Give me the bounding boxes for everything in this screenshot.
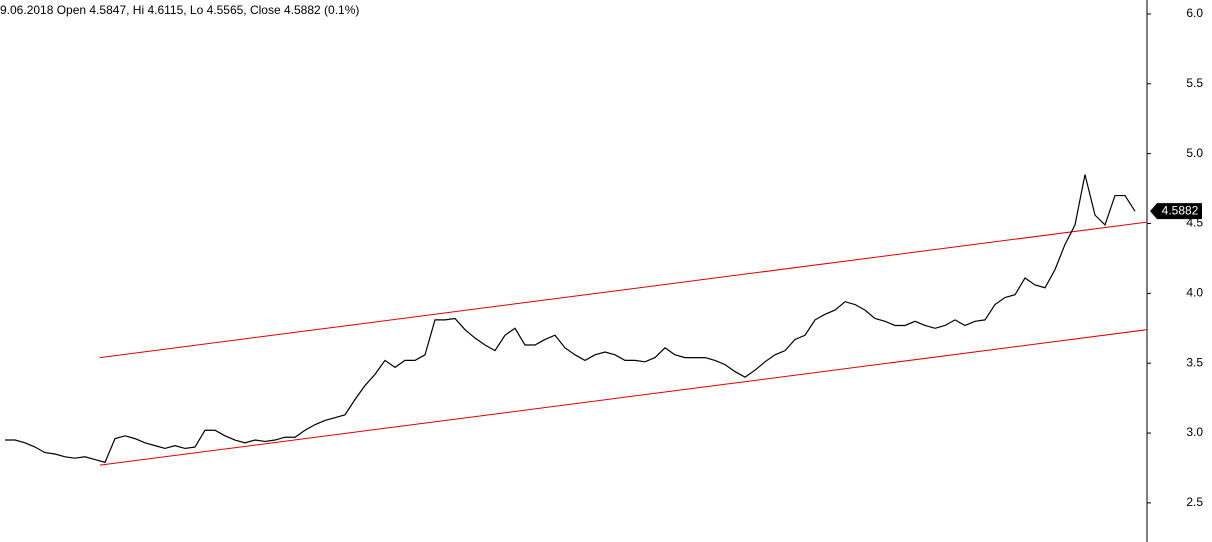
y-tick-label: 5.0 — [1186, 146, 1203, 160]
trend-line — [99, 221, 1148, 359]
y-tick-label: 2.5 — [1186, 495, 1203, 509]
y-tick-label: 6.0 — [1186, 6, 1203, 20]
y-tick-label: 3.5 — [1186, 355, 1203, 369]
price-line — [5, 174, 1136, 464]
last-price-label: 4.5882 — [1162, 203, 1199, 217]
y-tick-label: 3.0 — [1186, 425, 1203, 439]
y-tick-label: 4.0 — [1186, 286, 1203, 300]
y-tick-label: 5.5 — [1186, 76, 1203, 90]
trend-line — [99, 329, 1148, 466]
last-price-box — [1150, 203, 1202, 220]
chart-title: 9.06.2018 Open 4.5847, Hi 4.6115, Lo 4.5… — [0, 3, 359, 17]
